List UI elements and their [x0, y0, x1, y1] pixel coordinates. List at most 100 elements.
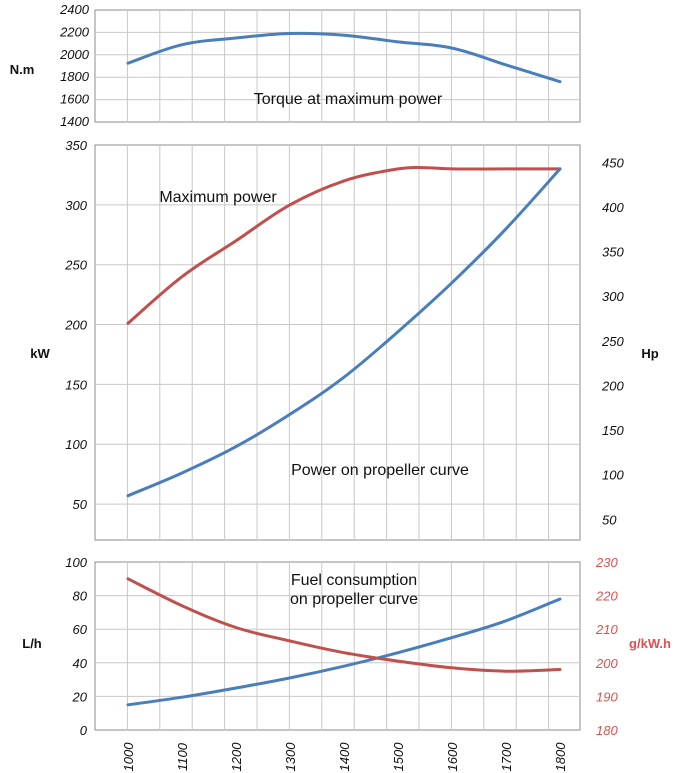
fuel-consumption-lh-line-point [343, 665, 345, 667]
x-tick-label: 1000 [121, 742, 136, 772]
fuel-consumption-lh-line-point [397, 652, 399, 654]
y-tick-label: 2000 [59, 47, 90, 62]
annotation-label: Fuel consumption on propeller curve [290, 572, 418, 608]
maximum-power-line-point [235, 240, 237, 242]
y2-tick-label: 210 [595, 622, 618, 637]
x-tick-label: 1600 [445, 742, 460, 772]
fuel-consumption-lh-line-point [127, 704, 129, 706]
y-axis-label: L/h [22, 636, 42, 651]
y-tick-label: 200 [64, 318, 87, 333]
maximum-power-line-point [343, 180, 345, 182]
propeller-power-line-point [451, 282, 453, 284]
y2-tick-label: 400 [602, 200, 624, 215]
specific-fuel-consumption-line-point [451, 667, 453, 669]
propeller-power-line-point [343, 376, 345, 378]
propeller-power-line-point [397, 331, 399, 333]
y-tick-label: 80 [73, 589, 88, 604]
fuel-consumption-lh-line-point [505, 620, 507, 622]
y2-tick-label: 200 [601, 378, 624, 393]
y-tick-label: 20 [72, 689, 88, 704]
specific-fuel-consumption-line-point [181, 605, 183, 607]
x-tick-label: 1700 [499, 742, 514, 772]
y-tick-label: 100 [65, 555, 87, 570]
y-tick-label: 300 [65, 198, 87, 213]
y2-tick-label: 180 [596, 723, 618, 738]
y-tick-label: 150 [65, 377, 87, 392]
maximum-power-line-point [289, 204, 291, 206]
torque-line-point [559, 81, 561, 83]
panel-3-frame [94, 561, 581, 731]
x-tick-label: 1400 [337, 742, 352, 772]
maximum-power-line-point [127, 322, 129, 324]
torque-line-point [343, 34, 345, 36]
torque-line-point [289, 32, 291, 34]
y2-tick-label: 200 [595, 656, 618, 671]
fuel-consumption-lh-line-point [289, 677, 291, 679]
specific-fuel-consumption-line-point [289, 640, 291, 642]
specific-fuel-consumption-line-point [127, 578, 129, 580]
y-axis-label: kW [30, 346, 50, 361]
specific-fuel-consumption-line-point [397, 660, 399, 662]
propeller-power-line-point [505, 228, 507, 230]
y-tick-label: 250 [64, 258, 87, 273]
torque-line-point [451, 47, 453, 49]
y2-tick-label: 250 [601, 334, 624, 349]
panel-1-frame [94, 9, 581, 123]
y2-tick-label: 220 [595, 589, 618, 604]
y-tick-label: 40 [73, 656, 88, 671]
propeller-power-line-point [289, 413, 291, 415]
x-tick-label: 1500 [391, 742, 406, 772]
torque-line-point [235, 37, 237, 39]
specific-fuel-consumption-line-point [235, 626, 237, 628]
fuel-consumption-lh-line [126, 597, 562, 707]
fuel-consumption-lh-line-point [559, 598, 561, 600]
fuel-consumption-lh-line-point [235, 687, 237, 689]
x-tick-label: 1200 [229, 742, 244, 772]
x-tick-label: 1800 [553, 742, 568, 772]
annotation-label: Power on propeller curve [291, 462, 469, 479]
y-tick-label: 50 [73, 497, 88, 512]
y2-tick-label: 300 [602, 289, 624, 304]
torque-line-point [127, 62, 129, 64]
y-tick-label: 1400 [60, 114, 90, 129]
propeller-power-line-point [181, 472, 183, 474]
maximum-power-line-point [451, 168, 453, 170]
y2-tick-label: 350 [602, 245, 624, 260]
y-tick-label: 100 [65, 437, 87, 452]
fuel-consumption-lh-line-point [451, 636, 453, 638]
propeller-power-line [126, 167, 562, 498]
specific-fuel-consumption-line-point [559, 668, 561, 670]
y2-axis-label: g/kW.h [629, 636, 671, 651]
specific-fuel-consumption-line [126, 577, 562, 673]
fuel-consumption-lh-line-point [181, 696, 183, 698]
maximum-power-line-point [181, 276, 183, 278]
maximum-power-line-point [397, 168, 399, 170]
torque-line [126, 31, 562, 84]
propeller-power-line-point [559, 168, 561, 170]
y-tick-label: 1600 [60, 92, 90, 107]
torque-line-point [181, 44, 183, 46]
y2-tick-label: 50 [602, 512, 617, 527]
maximum-power-line-point [505, 168, 507, 170]
x-tick-label: 1300 [283, 742, 298, 772]
y2-tick-label: 150 [602, 423, 624, 438]
y-axis-label: N.m [10, 62, 35, 77]
specific-fuel-consumption-line-point [343, 652, 345, 654]
annotation-label: Torque at maximum power [254, 91, 443, 108]
maximum-power-line-point [424, 167, 426, 169]
y-tick-label: 1800 [60, 69, 90, 84]
maximum-power-line [126, 165, 562, 325]
propeller-power-line-point [235, 445, 237, 447]
x-tick-label: 1100 [175, 742, 190, 771]
y2-tick-label: 190 [596, 689, 618, 704]
y2-axis-label: Hp [641, 346, 658, 361]
propeller-power-line-point [127, 495, 129, 497]
torque-line-point [397, 41, 399, 43]
y-tick-label: 60 [73, 622, 88, 637]
y-tick-label: 350 [65, 138, 87, 153]
y2-tick-label: 450 [602, 155, 624, 170]
annotation-line: on propeller curve [290, 591, 418, 608]
torque-line-point [505, 64, 507, 66]
annotation-label: Maximum power [159, 189, 277, 206]
